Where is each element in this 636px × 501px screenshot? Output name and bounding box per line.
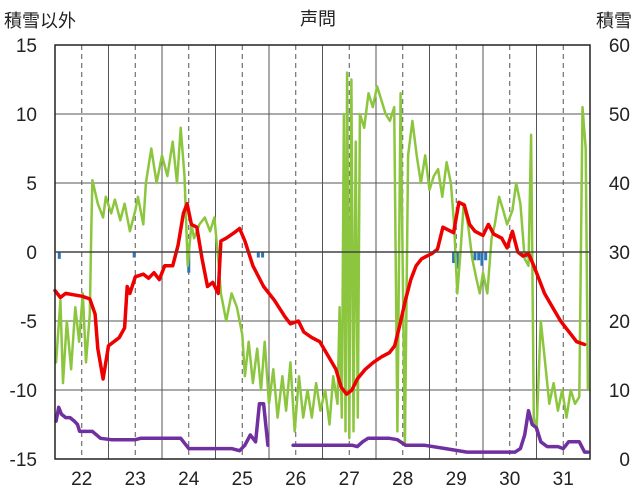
x-tick-label: 23 (125, 469, 146, 490)
left-tick-label: -10 (10, 381, 37, 402)
precip-bar (473, 252, 477, 261)
x-tick-label: 22 (71, 469, 92, 490)
right-tick-label: 50 (609, 105, 630, 126)
line-series (53, 71, 590, 454)
precip-bar (132, 252, 136, 258)
right-tick-label: 10 (609, 381, 630, 402)
left-axis-title: 積雪以外 (4, 11, 76, 32)
left-tick-label: 0 (26, 243, 37, 264)
x-tick-label: 30 (499, 469, 520, 490)
x-tick-label: 24 (178, 469, 200, 490)
x-tick-label: 25 (232, 469, 253, 490)
x-tick-label: 31 (553, 469, 574, 490)
precip-bar (261, 252, 265, 258)
right-tick-label: 20 (609, 312, 630, 333)
precip-bar (452, 252, 456, 264)
right-tick-label: 40 (609, 174, 630, 195)
precip-bar (455, 252, 459, 269)
precip-bar (57, 252, 61, 259)
precip-bar (480, 252, 484, 266)
left-tick-label: 15 (16, 36, 37, 57)
left-tick-label: -15 (10, 450, 37, 471)
left-tick-label: 10 (16, 105, 37, 126)
x-tick-label: 27 (339, 469, 360, 490)
x-tick-label: 28 (392, 469, 413, 490)
left-tick-label: 5 (26, 174, 37, 195)
right-tick-label: 60 (609, 36, 630, 57)
tick-labels: -15 -10 -5 0 5 10 15 0 10 20 30 40 50 60 22 23 24 25 26 27 2… (10, 36, 630, 490)
precip-bar (484, 252, 488, 261)
left-tick-label: -5 (20, 312, 37, 333)
wind-line (54, 71, 590, 447)
temperature-line (53, 200, 587, 396)
snow-line (291, 408, 590, 454)
x-tick-label: 26 (285, 469, 306, 490)
right-tick-label: 30 (609, 243, 630, 264)
precip-bar (256, 252, 260, 258)
snow-line (54, 402, 270, 453)
chart-title: 声問 (300, 9, 336, 30)
precip-bar (477, 252, 481, 261)
x-tick-label: 29 (446, 469, 467, 490)
right-tick-label: 0 (619, 450, 630, 471)
right-axis-title: 積雪 (596, 11, 632, 32)
